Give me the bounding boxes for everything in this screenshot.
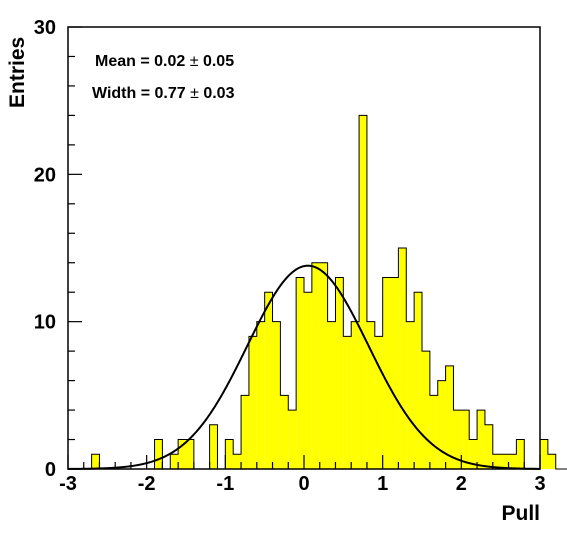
histogram-bin <box>382 277 391 469</box>
histogram-bin <box>469 439 478 469</box>
x-tick-label: -3 <box>59 473 77 495</box>
histogram-bin <box>547 454 556 469</box>
histogram-bin <box>280 395 289 469</box>
plus-minus-icon: ± <box>190 85 199 102</box>
histogram-bin <box>453 410 462 469</box>
x-tick-label: -1 <box>216 473 234 495</box>
histogram-bin <box>500 454 509 469</box>
x-axis-title: Pull <box>501 502 540 525</box>
x-tick-label: -2 <box>138 473 156 495</box>
x-tick-label: 0 <box>298 473 309 495</box>
histogram-bin <box>508 454 517 469</box>
mean-annotation: Mean = 0.02 ± 0.05 <box>95 53 234 70</box>
y-tick-label: 20 <box>34 164 56 186</box>
histogram-bin <box>272 321 281 469</box>
histogram-bin <box>256 321 265 469</box>
y-axis-title: Entries <box>6 37 29 108</box>
histogram-bin <box>154 439 163 469</box>
histogram-bin <box>170 454 179 469</box>
histogram-bin <box>296 277 304 469</box>
y-tick-label: 10 <box>34 312 56 334</box>
y-tick-labels: 0 10 20 30 <box>34 17 56 481</box>
histogram-bin <box>178 439 186 469</box>
histogram-bin <box>398 248 407 469</box>
x-tick-label: 3 <box>534 473 545 495</box>
histogram-bars <box>68 114 567 470</box>
histogram-bin <box>359 115 367 470</box>
x-tick-label: 2 <box>456 473 467 495</box>
histogram-bin <box>516 439 525 469</box>
axis-ticks <box>67 26 541 470</box>
histogram-bin <box>437 380 446 469</box>
histogram-bin <box>186 439 194 469</box>
x-tick-label: 1 <box>377 473 388 495</box>
y-tick-label: 0 <box>45 459 56 481</box>
histogram-bin <box>540 439 548 469</box>
histogram-bin <box>414 292 422 469</box>
histogram-bin <box>335 277 344 469</box>
histogram-bin <box>484 424 493 469</box>
histogram-bin <box>351 321 360 469</box>
histogram-bin <box>390 277 399 469</box>
plus-minus-icon: ± <box>190 53 199 70</box>
histogram-bin <box>311 262 320 469</box>
histogram-bin <box>304 292 312 469</box>
histogram-bin <box>461 410 470 469</box>
histogram-bin <box>264 292 273 469</box>
histogram-bin <box>233 454 242 469</box>
histogram-bin <box>327 321 336 469</box>
histogram-bin <box>91 454 100 469</box>
x-tick-labels: -3 -2 -1 0 1 2 3 <box>59 473 545 495</box>
histogram-bin <box>288 410 297 469</box>
y-tick-label: 30 <box>34 17 56 39</box>
histogram-bin <box>422 351 430 469</box>
histogram-bin <box>445 365 454 469</box>
histogram-bin <box>241 395 249 469</box>
histogram-bin <box>429 395 438 469</box>
histogram-bin <box>374 336 383 469</box>
histogram-bin <box>209 424 218 469</box>
histogram-bin <box>343 336 352 469</box>
histogram-bin <box>319 262 328 469</box>
histogram-bin <box>406 321 415 469</box>
width-annotation: Width = 0.77 ± 0.03 <box>92 85 235 102</box>
histogram-bin <box>225 439 234 469</box>
histogram-bin <box>492 454 501 469</box>
histogram-bin <box>477 410 485 469</box>
histogram-bin <box>366 321 375 469</box>
histogram-bin <box>248 336 257 469</box>
